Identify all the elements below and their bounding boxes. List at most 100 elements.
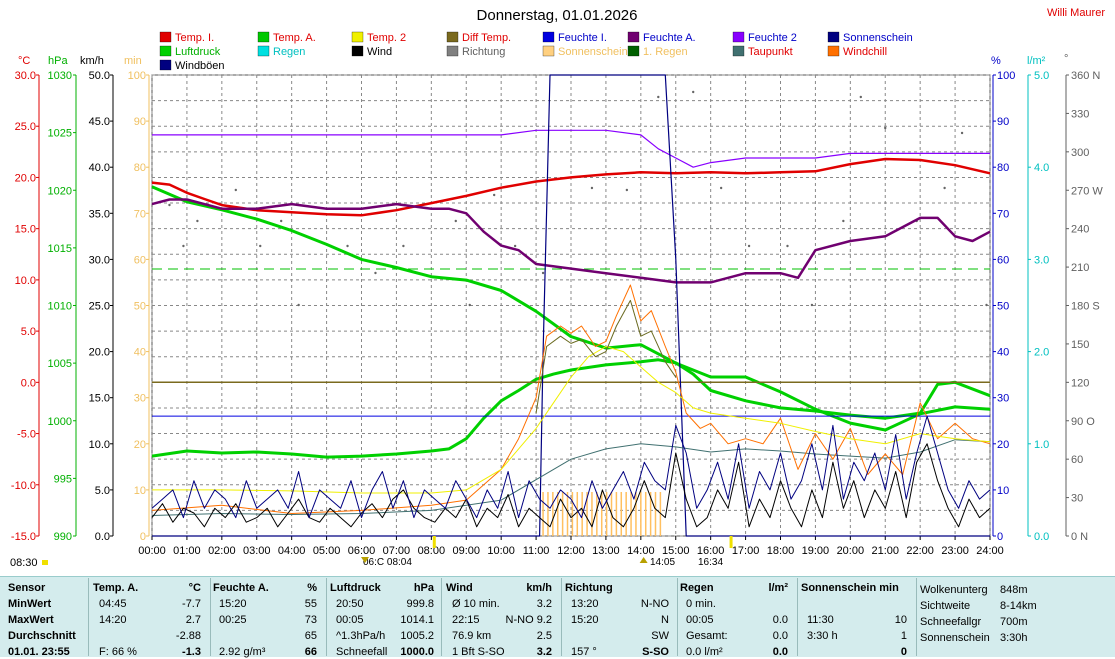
x-tick-label: 08:00 [418,545,446,557]
extra-value: 3:30h [1000,632,1028,644]
x-tick-label: 13:00 [592,545,620,557]
legend-swatch [159,31,172,43]
x-tick-label: 23:00 [941,545,969,557]
axis-tick-label: 45.0 [89,116,110,128]
hum-header: Feuchte A. [213,582,269,594]
direction-dot [590,186,594,190]
summary-panel [0,576,1115,657]
x-tick-label: 02:00 [208,545,236,557]
axis-tick-label: 0.0 [1034,531,1049,543]
direction-dot [625,188,629,192]
legend-item: Luftdruck [175,46,221,58]
extra-label: Sichtweite [920,600,971,612]
direction-dot [943,186,946,190]
sun-cell-value: 0 [900,646,907,658]
sunrise-arrow [360,557,369,563]
rain-cell-value: 0.0 [772,614,788,626]
axis-tick-label: 100 [997,70,1015,82]
axis-tick-label: 5.0 [21,326,36,338]
direction-dot [402,244,405,248]
legend-item: Diff Temp. [462,32,511,44]
legend-swatch [257,31,270,43]
legend-item: Taupunkt [748,46,793,58]
axis-tick-label: 30.0 [15,70,36,82]
axis-tick-label: 40.0 [89,162,110,174]
axis-tick-label: 1010 [48,301,72,313]
direction-dot [692,90,695,94]
extra-label: Schneefallgr [920,616,982,628]
legend-item: Temp. 2 [367,32,406,44]
axis-tick-label: 0 [140,531,146,543]
axis-tick-label: 330 [1071,108,1089,120]
axis-tick-label: 10.0 [89,439,110,451]
direction-dot [842,219,845,223]
dir-cell-value: S-SO [642,646,669,658]
sun-marker [42,560,48,565]
direction-dot [810,303,814,307]
axis-tick-label: 90 [134,116,146,128]
axis-tick-label: 1025 [48,128,72,140]
series-line-feuchte-a- [151,198,991,284]
table-divider [88,578,89,656]
time-left-label: 08:30 [10,557,38,569]
axis-tick-label: 10 [997,485,1009,497]
extra-label: Wolkenunterg [920,584,988,596]
axis-tick-label: 2.0 [1034,347,1049,359]
axis-tick-label: 25.0 [15,121,36,133]
temp-cell-value: -2.88 [175,630,201,642]
table-divider [677,578,678,656]
axis-tick-label: 30 [134,393,146,405]
axis-tick-label: 300 [1071,147,1089,159]
direction-dot [719,186,723,190]
legend-item: Windböen [175,60,225,72]
rain-unit: l/m² [768,582,788,594]
series-line-temp-2 [152,346,991,494]
series-line-windb-en [151,415,991,519]
wind-cell-value: 2.5 [536,630,552,642]
axis-tick-label: 90 [997,116,1009,128]
axis-tick-label: 80 [997,162,1009,174]
extra-value: 8-14km [1000,600,1037,612]
direction-dot [279,219,283,223]
wind-cell-left: 1 Bft S-SO [452,646,505,658]
hum-cell-value: 66 [304,646,317,658]
direction-dot [182,244,185,248]
axis-tick-label: 50 [134,301,146,313]
axis-header-temp: °C [18,55,30,67]
direction-dot [468,303,471,307]
weather-chart: Donnerstag, 01.01.2026 Willi Maurer Temp. … [10,7,1105,569]
axis-tick-label: 240 [1071,224,1089,236]
legend-swatch [351,45,364,57]
axis-tick-label: 1.0 [1034,439,1049,451]
axis-tick-label: 15.0 [15,224,36,236]
rain-cell-left: 0.0 l/m² [686,646,723,658]
series-line-windchill [151,284,991,514]
direction-dot [297,303,300,307]
legend-item: Feuchte 2 [748,32,797,44]
x-tick-label: 07:00 [383,545,411,557]
x-tick-label: 16:00 [697,545,725,557]
axis-tick-label: 5.0 [1034,70,1049,82]
rain-cell-value: 0.0 [772,646,788,658]
hum-cell-left: 2.92 g/m³ [219,646,266,658]
press-cell-value: 1014.1 [400,614,434,626]
direction-dot [346,244,349,248]
press-cell-value: 999.8 [406,598,434,610]
axis-tick-label: 20.0 [89,347,110,359]
axis-tick-label: 990 [54,531,72,543]
axis-tick-label: 360 N [1071,70,1100,82]
series-line-temp-a- [151,358,991,459]
table-divider [326,578,327,656]
legend-item: Regen [273,46,305,58]
axis-tick-label: 35.0 [89,208,110,220]
axis-tick-label: 3.0 [1034,254,1049,266]
direction-dot [884,126,887,130]
table-divider [441,578,442,656]
legend-item: 1. Regen [643,46,688,58]
axis-tick-label: 210 [1071,262,1089,274]
temp-cell-left: 14:20 [99,614,127,626]
dir-header: Richtung [565,582,613,594]
x-tick-label: 20:00 [837,545,865,557]
legend-swatch [542,31,555,43]
direction-dot [985,303,988,307]
